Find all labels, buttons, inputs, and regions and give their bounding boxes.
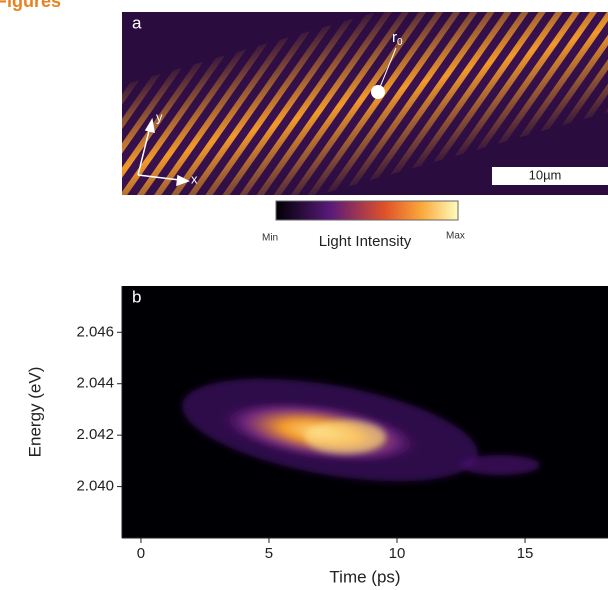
- point-subscript: 0: [397, 37, 403, 48]
- panel-label: b: [132, 287, 141, 306]
- x-tick-label: 15: [517, 545, 534, 562]
- colorbar-min: Min: [262, 233, 278, 244]
- point-label: r0: [392, 29, 403, 48]
- x-tick-label: 5: [265, 545, 273, 562]
- header-title: Figures: [0, 0, 61, 11]
- stripes: [122, 12, 608, 195]
- pointer: [377, 47, 397, 93]
- emission: [182, 378, 540, 482]
- axis-y-label: y: [156, 109, 163, 124]
- colorbar-title: Light Intensity: [319, 233, 412, 250]
- colorbar-max: Max: [446, 231, 465, 242]
- scale-bar: [492, 167, 608, 185]
- point-label-main: r: [392, 29, 397, 46]
- colorbar: [275, 200, 459, 221]
- y-tick-label: 2.040: [76, 478, 114, 495]
- y-tick-label: 2.046: [76, 323, 114, 340]
- axis-x-label: x: [191, 171, 198, 186]
- x-axis-label: Time (ps): [329, 567, 400, 586]
- x-tick-label: 10: [389, 545, 406, 562]
- y-tick-label: 2.044: [76, 375, 114, 392]
- panel-label: a: [132, 13, 142, 32]
- x-tick-label: 0: [137, 545, 145, 562]
- y-axis-label: Energy (eV): [25, 367, 44, 458]
- y-tick-label: 2.042: [76, 426, 114, 443]
- axes-arrows: [137, 117, 190, 187]
- point: [371, 85, 385, 99]
- scale-bar-label: 10µm: [529, 167, 562, 182]
